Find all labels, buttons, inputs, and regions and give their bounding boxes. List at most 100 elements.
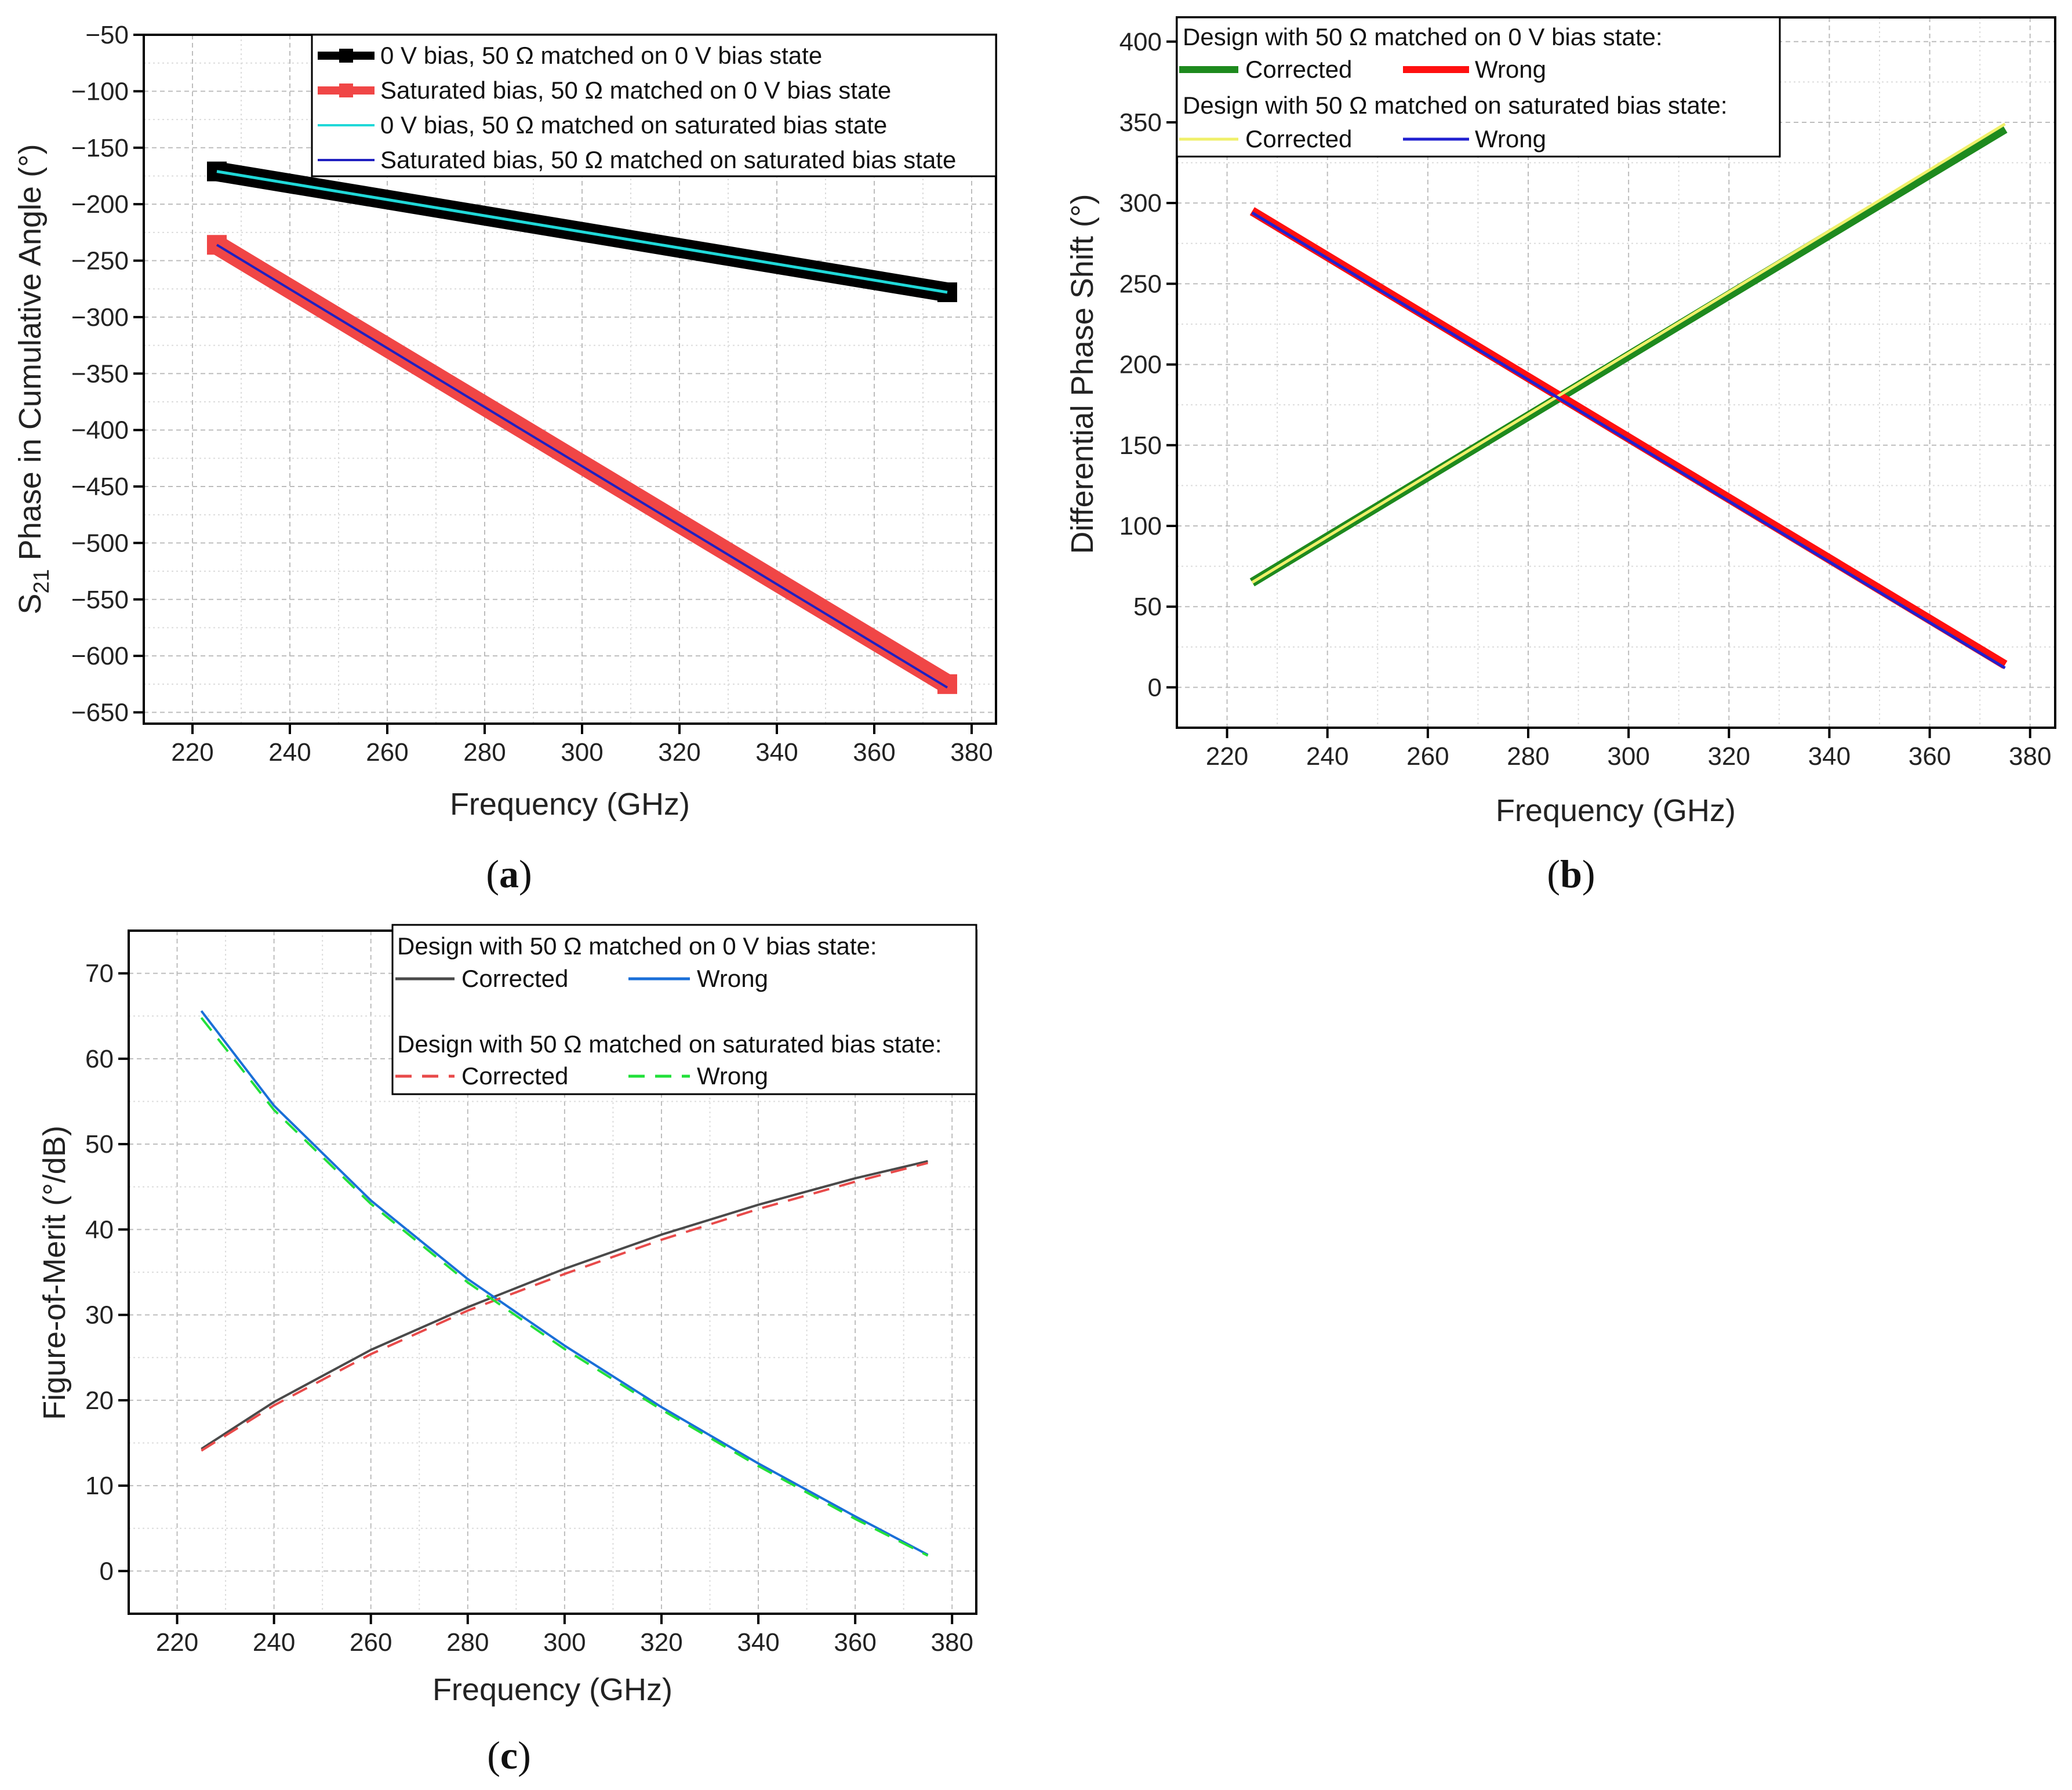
x-tick-label: 300 [1607,742,1649,771]
ticks-b: 220 240 260 280 300 320 340 360 380 0 50 100 150 200 2… [1119,28,2052,771]
caption-c: (c) [487,1733,531,1777]
legend-c-title-2: Design with 50 Ω matched on saturated bi… [397,1030,942,1058]
legend-box-b [1176,16,1781,158]
y-tick-label: −650 [71,699,129,727]
y-tick-label: 350 [1119,108,1162,137]
x-tick-label: 360 [853,738,895,767]
legend-c-label-2: Wrong [697,965,768,992]
y-tick-label: 50 [85,1130,114,1159]
panel-b: 220 240 260 280 300 320 340 360 380 0 50 100 150 200 2… [1065,16,2056,896]
legend-a-label-1: 0 V bias, 50 Ω matched on 0 V bias state [380,42,822,69]
x-tick-label: 280 [446,1628,489,1657]
y-tick-label: 0 [1148,673,1162,702]
caption-a: (a) [486,852,532,896]
y-tick-label: 30 [85,1301,114,1330]
y-tick-label: 100 [1119,512,1162,540]
legend-box-c [391,924,977,1095]
y-tick-label: −300 [71,303,129,332]
x-tick-label: 240 [1306,742,1348,771]
y-tick-label: −550 [71,586,129,614]
legend-c-label-4: Wrong [697,1062,768,1090]
x-tick-label: 340 [1808,742,1851,771]
y-tick-label: 60 [85,1045,114,1073]
y-tick-label: −250 [71,247,129,275]
x-axis-label-b: Frequency (GHz) [1496,793,1736,828]
x-tick-label: 220 [156,1628,198,1657]
x-tick-label: 240 [253,1628,295,1657]
y-tick-label: 10 [85,1472,114,1500]
legend-box-a [311,34,997,177]
series-line-c-1 [201,1160,928,1450]
y-tick-label: −50 [85,21,129,49]
legend-c-title-1: Design with 50 Ω matched on 0 V bias sta… [397,932,877,960]
x-tick-label: 360 [1909,742,1951,771]
x-tick-label: 300 [543,1628,586,1657]
x-tick-label: 340 [737,1628,779,1657]
x-tick-label: 260 [1406,742,1449,771]
series-line-c-3 [201,1161,928,1452]
series-line-c-2 [200,1010,929,1556]
panel-c: 220 240 260 280 300 320 340 360 380 0 10 20 30 40 50 60… [37,924,977,1777]
x-tick-label: 320 [1708,742,1750,771]
x-tick-label: 340 [755,738,798,767]
legend-b: Design with 50 Ω matched on 0 V bias sta… [1176,16,1781,158]
y-tick-label: −500 [71,529,129,557]
y-tick-label: −100 [71,77,129,106]
y-tick-label: 300 [1119,189,1162,217]
x-axis-label-c: Frequency (GHz) [432,1672,673,1707]
x-tick-label: 300 [561,738,603,767]
legend-a-label-3: 0 V bias, 50 Ω matched on saturated bias… [380,111,887,139]
y-tick-label: −600 [71,642,129,670]
x-tick-label: 280 [1507,742,1549,771]
legend-b-title-1: Design with 50 Ω matched on 0 V bias sta… [1183,23,1663,50]
series-c [200,1010,929,1557]
legend-b-label-1: Corrected [1245,56,1352,83]
ticks-a: 220 240 260 280 300 320 340 360 380 −50 −100 −150 −2… [71,21,993,767]
x-tick-label: 380 [931,1628,973,1657]
y-tick-label: −400 [71,416,129,445]
series-a [207,161,957,694]
legend-b-title-2: Design with 50 Ω matched on saturated bi… [1183,92,1728,119]
series-line-b-3 [1251,122,2006,584]
y-tick-label: 70 [85,960,114,988]
legend-a-marker-2 [339,83,353,97]
y-axis-label-b: Differential Phase Shift (°) [1065,194,1100,554]
y-tick-label: −450 [71,473,129,501]
y-tick-label: 20 [85,1386,114,1415]
panel-a: 220 240 260 280 300 320 340 360 380 −50 −100 −150 −2… [13,21,997,896]
x-tick-label: 380 [950,738,993,767]
legend-a-label-2: Saturated bias, 50 Ω matched on 0 V bias… [380,77,891,104]
caption-b: (b) [1547,852,1595,896]
legend-c-label-3: Corrected [461,1062,568,1090]
y-tick-label: 150 [1119,431,1162,460]
y-tick-label: 0 [100,1557,114,1585]
legend-a-label-4: Saturated bias, 50 Ω matched on saturate… [380,146,956,173]
legend-a-marker-1 [339,49,353,63]
series-line-b-2 [1249,207,2008,669]
y-tick-label: 400 [1119,28,1162,56]
series-b [1249,122,2008,670]
y-tick-label: −350 [71,360,129,388]
x-tick-label: 240 [268,738,311,767]
series-line-c-4 [200,1016,929,1557]
series-line-b-4 [1251,211,2006,670]
series-line-a-4 [216,244,948,689]
x-tick-label: 360 [834,1628,876,1657]
y-tick-label: −150 [71,134,129,162]
legend-b-label-3: Corrected [1245,125,1352,153]
x-tick-label: 320 [640,1628,682,1657]
legend-c-label-1: Corrected [461,965,568,992]
x-tick-label: 220 [171,738,213,767]
y-tick-label: 200 [1119,351,1162,379]
x-tick-label: 260 [366,738,408,767]
x-tick-label: 320 [658,738,700,767]
y-tick-label: 40 [85,1215,114,1244]
legend-b-label-4: Wrong [1475,125,1546,153]
y-tick-label: 50 [1133,593,1162,621]
y-tick-label: −200 [71,190,129,219]
ticks-c: 220 240 260 280 300 320 340 360 380 0 10 20 30 40 50 60… [85,960,973,1657]
legend-b-label-2: Wrong [1475,56,1546,83]
legend-c: Design with 50 Ω matched on 0 V bias sta… [391,924,977,1095]
x-tick-label: 220 [1206,742,1248,771]
